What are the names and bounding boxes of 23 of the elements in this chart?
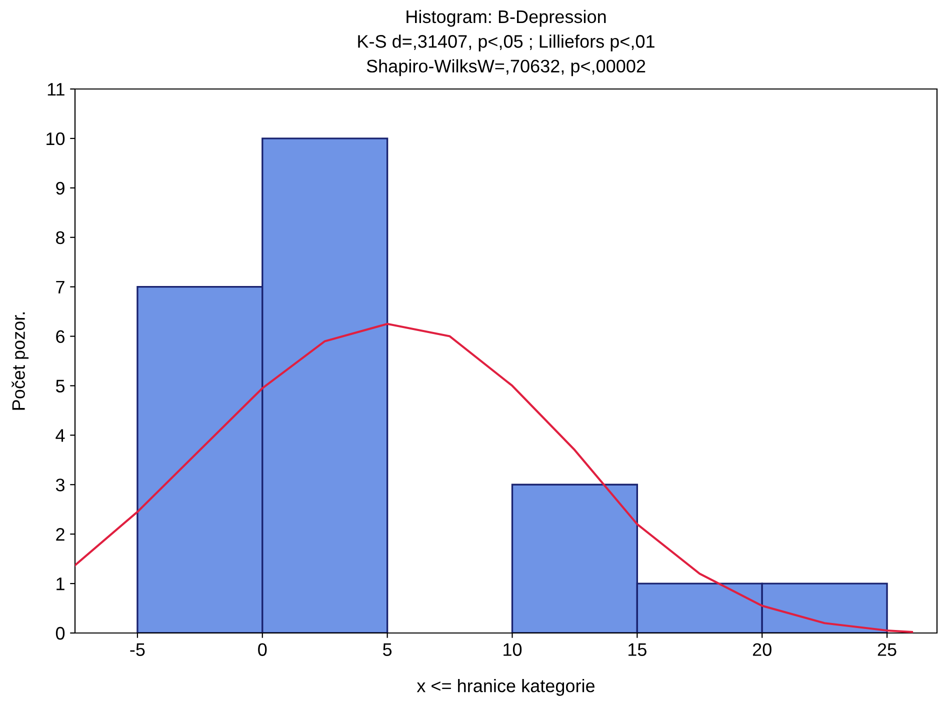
x-tick-label: 0	[258, 643, 267, 656]
y-tick-label: 1	[56, 578, 64, 590]
x-axis-title: x <= hranice kategorie	[416, 679, 595, 696]
y-tick-label: 3	[56, 478, 64, 492]
y-tick-label: 9	[56, 182, 64, 195]
x-tick-label: 10	[504, 643, 522, 656]
x-tick-label: 20	[752, 643, 772, 656]
y-tick-label: 4	[56, 429, 65, 442]
chart-title: Histogram: B-Depression K-S d=,31407, p<,05 ; Lilliefors p<,01 Shapiro-WilksW=,70632, p<,00002	[358, 10, 654, 76]
y-tick-label: 10	[46, 132, 65, 146]
y-tick-label: 7	[56, 280, 64, 294]
y-tick-label: 0	[56, 626, 65, 640]
y-axis-title: Počet pozor.	[12, 312, 29, 410]
x-tick-label: -5	[130, 643, 145, 656]
y-tick-label: 8	[56, 231, 64, 244]
y-tick-label: 6	[56, 330, 64, 343]
x-tick-label: 15	[628, 643, 646, 656]
x-tick-label: 25	[878, 643, 896, 656]
x-tick-label: 5	[383, 643, 392, 656]
y-tick-label: 2	[56, 528, 64, 541]
line-series	[75, 322, 914, 633]
y-tick-label: 5	[56, 380, 65, 392]
y-tick-label: 11	[48, 83, 64, 96]
